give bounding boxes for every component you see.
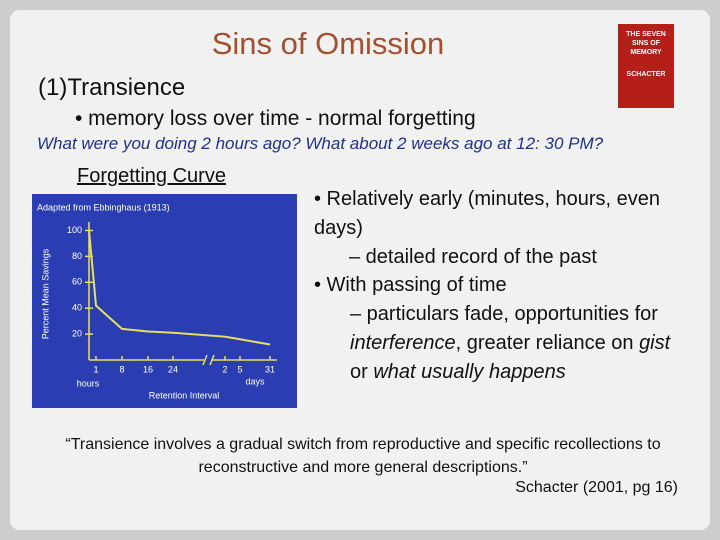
bullet: • memory loss over time - normal forgett…: [75, 107, 476, 130]
forgetting-curve: [88, 230, 271, 346]
y-tick-label: 100: [67, 225, 82, 235]
quote-source: Schacter (2001, pg 16): [515, 479, 678, 496]
x-unit-label: days: [245, 376, 265, 386]
chart-title: Adapted from Ebbinghaus (1913): [37, 202, 170, 212]
emphasis: what usually happens: [373, 361, 566, 383]
x-axis-label: Retention Interval: [149, 390, 220, 400]
x-tick-label: 16: [143, 364, 153, 374]
question: What were you doing 2 hours ago? What ab…: [37, 134, 604, 153]
y-tick-label: 40: [72, 303, 82, 313]
title: Sins of Omission: [211, 26, 445, 61]
y-axis-label: Percent Mean Savings: [40, 248, 50, 339]
x-tick-label: 24: [168, 364, 178, 374]
book-author: SCHACTER: [626, 71, 666, 78]
x-tick-label: 8: [119, 364, 124, 374]
book-cover: THE SEVEN SINS OF MEMORY SCHACTER: [618, 24, 674, 108]
emphasis: gist: [639, 332, 671, 354]
text: or: [350, 361, 374, 383]
body-sub: – particulars fade, opportunities for in…: [350, 300, 690, 387]
figure-caption: Forgetting Curve: [77, 165, 226, 187]
x-tick-label: 31: [265, 364, 275, 374]
body-sub: – detailed record of the past: [349, 246, 597, 268]
axis-break: [202, 354, 215, 366]
x-tick-label: 2: [222, 364, 227, 374]
text: – particulars fade, opportunities for: [350, 303, 658, 325]
text: , greater reliance on: [455, 332, 640, 354]
section: (1)Transience: [38, 74, 186, 101]
y-tick-label: 60: [72, 277, 82, 287]
book-title: THE SEVEN SINS OF MEMORY: [626, 31, 666, 56]
x-unit-label: hours: [77, 378, 100, 388]
chart-bg: [32, 194, 297, 408]
emphasis: interference: [350, 332, 456, 354]
chart: Adapted from Ebbinghaus (1913) Percent M…: [32, 194, 297, 408]
x-tick-label: 1: [93, 364, 98, 374]
quote: “Transience involves a gradual switch fr…: [65, 436, 661, 476]
body-bullet: • With passing of time: [314, 274, 507, 296]
x-tick-label: 5: [237, 364, 242, 374]
body-bullet: • Relatively early (minutes, hours, even…: [314, 188, 661, 239]
y-tick-label: 80: [72, 251, 82, 261]
y-tick-label: 20: [72, 328, 82, 338]
